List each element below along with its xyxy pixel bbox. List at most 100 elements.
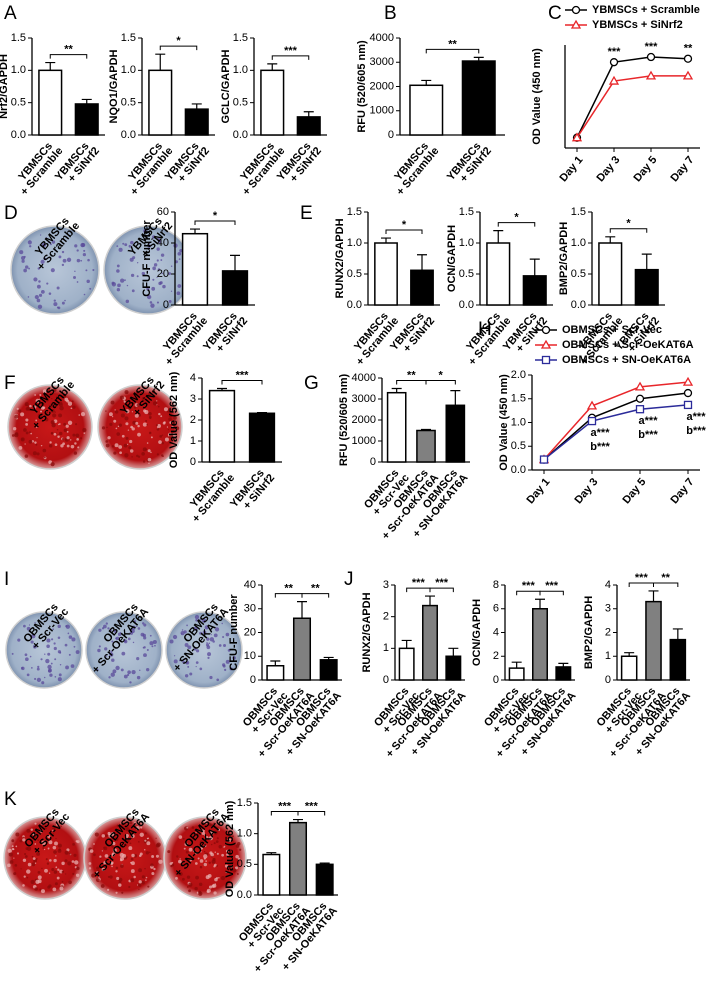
dish-speck xyxy=(50,662,53,665)
dish-speck xyxy=(114,443,119,448)
dish-speck xyxy=(105,410,107,412)
bar xyxy=(38,69,63,136)
dish-speck xyxy=(222,663,226,667)
marker xyxy=(683,388,693,398)
dish-speck xyxy=(127,405,132,410)
dish-speck xyxy=(109,422,113,427)
dish-speck xyxy=(45,858,48,861)
dish-speck xyxy=(146,837,149,840)
y-tick-label: 2 xyxy=(605,626,611,638)
bar xyxy=(74,103,99,136)
significance-bracket xyxy=(271,55,310,60)
dish-speck xyxy=(96,871,99,874)
dish-speck xyxy=(44,848,46,851)
dish-speck xyxy=(57,868,60,871)
bar xyxy=(555,666,572,681)
significance-bracket xyxy=(425,48,480,54)
dish-speck xyxy=(62,258,67,263)
dish-speck xyxy=(112,669,117,674)
dish-speck xyxy=(213,830,218,835)
y-tick-label: 0 xyxy=(605,674,611,686)
dish-speck xyxy=(123,674,128,679)
dish-speck xyxy=(118,877,123,882)
dish-speck xyxy=(37,413,42,419)
dish-speck xyxy=(207,652,212,657)
dish-speck xyxy=(14,414,19,419)
marker xyxy=(683,400,693,410)
dish-speck xyxy=(11,652,14,655)
dish-speck xyxy=(48,872,51,874)
dish-speck xyxy=(129,439,133,444)
dish-speck xyxy=(218,644,222,647)
dish-speck xyxy=(203,850,206,853)
dish-speck xyxy=(116,288,121,292)
panel-label: C xyxy=(548,3,562,24)
marker xyxy=(682,70,694,80)
dish-speck xyxy=(98,876,100,878)
dish-speck xyxy=(199,840,204,845)
dish-speck xyxy=(188,889,191,893)
dish-speck xyxy=(127,637,131,641)
dish-speck xyxy=(150,303,155,308)
bar xyxy=(266,665,285,681)
dish-speck xyxy=(194,886,198,891)
y-tick-label: 4 xyxy=(190,372,196,384)
significance-label: * xyxy=(626,218,631,230)
dish-speck xyxy=(216,865,219,867)
y-axis-label: OD Value (562 nm) xyxy=(224,800,236,897)
dish-speck xyxy=(116,824,119,827)
dish-speck xyxy=(181,877,185,881)
dish-speck xyxy=(186,886,189,888)
dish-speck xyxy=(48,444,53,448)
dish-speck xyxy=(123,443,128,448)
dish-speck xyxy=(142,633,146,638)
y-tick-label: 1.5 xyxy=(571,206,586,218)
dish-speck xyxy=(119,395,125,400)
significance-bracket xyxy=(425,380,456,385)
dish-speck xyxy=(207,656,210,659)
dish-speck xyxy=(76,438,79,441)
dish-speck xyxy=(36,677,42,683)
y-tick-label: 3 xyxy=(190,393,196,405)
dish-speck xyxy=(33,277,38,282)
dish-speck xyxy=(34,862,37,864)
dish-speck xyxy=(103,624,107,629)
dish-speck xyxy=(112,848,117,853)
dish-speck xyxy=(224,845,226,848)
dish-speck xyxy=(127,429,130,431)
y-axis-label: OCN/GAPDH xyxy=(446,225,458,292)
dish-speck xyxy=(139,832,144,837)
dish-speck xyxy=(61,870,64,874)
dish-speck xyxy=(52,833,55,835)
marker xyxy=(586,400,598,410)
y-axis-label: RUNX2/GAPDH xyxy=(361,592,373,672)
dish-speck xyxy=(89,287,92,290)
dish-speck xyxy=(40,290,45,294)
dish-speck xyxy=(158,859,163,864)
dish-speck xyxy=(58,401,63,406)
dish-speck xyxy=(149,851,151,853)
bar xyxy=(598,242,623,306)
dish-speck xyxy=(27,404,29,407)
dish-speck xyxy=(214,883,216,885)
dish-speck xyxy=(18,409,22,413)
dish-speck xyxy=(174,260,178,264)
dish-speck xyxy=(118,445,123,449)
dish-speck xyxy=(100,857,102,859)
dish-speck xyxy=(184,842,188,847)
dish-speck xyxy=(199,667,203,671)
dish-speck xyxy=(32,857,36,860)
dish-speck xyxy=(76,281,79,283)
y-tick-label: 2 xyxy=(383,611,389,623)
dish-speck xyxy=(44,653,46,655)
dish-speck xyxy=(41,681,45,685)
dish-speck xyxy=(231,868,233,870)
dish-speck xyxy=(130,861,132,864)
dish-speck xyxy=(238,848,242,851)
dish-speck xyxy=(50,268,55,273)
dish-speck xyxy=(115,870,118,873)
dish-speck xyxy=(56,823,59,826)
significance-label: * xyxy=(402,219,407,231)
dish-speck xyxy=(170,290,173,292)
dish-speck xyxy=(181,629,184,631)
